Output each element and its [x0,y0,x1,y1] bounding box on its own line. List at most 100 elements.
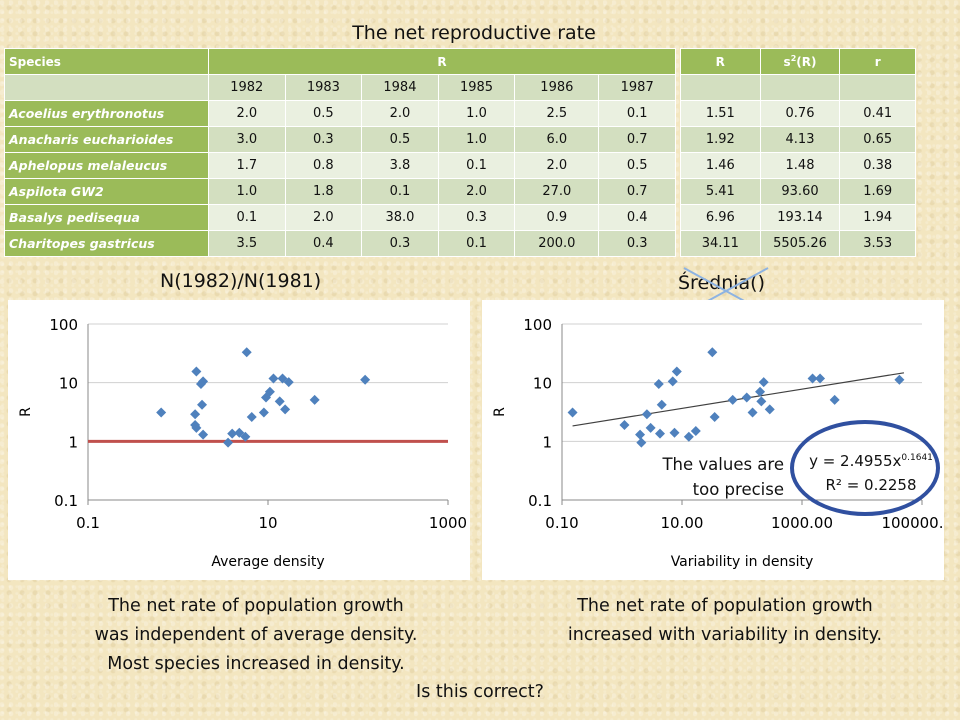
y-tick-label: 100 [49,316,78,334]
year-header: 1986 [514,74,600,101]
value-cell: 1.0 [437,126,516,153]
data-point [756,396,767,407]
table-row: 34.11 5505.26 3.53 [680,230,916,257]
data-point [747,407,758,418]
data-point [241,347,252,358]
stat-cell: 0.38 [839,152,916,179]
question-text: Is this correct? [416,682,544,702]
statistics-table: R s2(R) r 1.51 0.76 0.41 1.92 4.13 0.65 1.46 1.… [680,48,916,257]
value-cell: 0.3 [437,204,516,231]
stat-cell: 4.13 [759,126,841,153]
data-point [264,386,275,397]
species-cell: Anacharis eucharioides [4,126,209,153]
data-point [645,422,656,433]
data-point [641,409,652,420]
data-point [191,366,202,377]
value-cell: 0.1 [437,230,516,257]
species-cell: Charitopes gastricus [4,230,209,257]
data-point [636,437,647,448]
data-point [656,399,667,410]
year-header: 1984 [361,74,439,101]
value-cell: 1.7 [208,152,286,179]
reproductive-rate-table: Species R 1982 1983 1984 1985 1986 1987 … [4,48,676,257]
y-tick-label: 100 [523,316,552,334]
r-coefficient-header: r [839,48,916,75]
value-cell: 2.0 [361,100,439,127]
value-cell: 0.4 [284,230,363,257]
value-cell: 2.0 [514,152,600,179]
stat-cell: 1.94 [839,204,916,231]
data-point [709,411,720,422]
table-row: Anacharis eucharioides 3.0 0.3 0.5 1.0 6.0 0.7 [4,126,676,153]
year-header: 1985 [437,74,516,101]
stat-cell: 6.96 [680,204,761,231]
value-cell: 3.0 [208,126,286,153]
data-point [741,392,752,403]
data-point [655,428,666,439]
data-point [234,427,245,438]
r-header: R [208,48,676,75]
stat-cell: 5.41 [680,178,761,205]
data-point [190,409,201,420]
table-row: Aspilota GW2 1.0 1.8 0.1 2.0 27.0 0.7 [4,178,676,205]
table-row: 1.51 0.76 0.41 [680,100,916,127]
data-point [764,404,775,415]
mean-r-header: R [680,48,761,75]
data-point [619,419,630,430]
x-axis-label: Variability in density [671,554,814,570]
blank-cell [4,74,209,101]
trendline [572,372,905,427]
table-row: 1.92 4.13 0.65 [680,126,916,153]
data-point [807,373,818,384]
species-cell: Aphelopus melaleucus [4,152,209,179]
page-title: The net reproductive rate [352,22,596,44]
caption-left: The net rate of population growth was in… [94,596,418,674]
data-point [707,347,718,358]
value-cell: 0.1 [598,100,676,127]
y-tick-label: 1 [68,433,78,451]
table-body: 1.51 0.76 0.41 1.92 4.13 0.65 1.46 1.48 0.38 5.41… [680,100,916,257]
data-point [198,429,209,440]
data-point [815,373,826,384]
value-cell: 0.3 [598,230,676,257]
caption-right: The net rate of population growth increa… [567,596,883,645]
table-row: Charitopes gastricus 3.5 0.4 0.3 0.1 200.0 0.3 [4,230,676,257]
x-tick-label: 10.00 [661,514,704,532]
data-point [653,378,664,389]
data-point [246,411,257,422]
species-header: Species [4,48,209,75]
data-point [240,431,251,442]
data-point [683,431,694,442]
data-point [829,394,840,405]
value-cell: 0.7 [598,126,676,153]
value-cell: 2.5 [514,100,600,127]
x-tick-label: 1000.00 [771,514,833,532]
value-cell: 6.0 [514,126,600,153]
year-header: 1982 [208,74,286,101]
x-tick-label: 100000.00 [881,514,944,532]
data-point [567,407,578,418]
stat-cell: 1.51 [680,100,761,127]
value-cell: 0.1 [361,178,439,205]
y-axis-label: R [18,407,34,417]
value-cell: 0.5 [361,126,439,153]
y-tick-label: 1 [542,433,552,451]
data-point [727,394,738,405]
trendline-equation: y = 2.4955x0.1641 R² = 0.2258 [809,452,933,494]
y-tick-label: 0.1 [54,492,78,510]
stat-cell: 0.41 [839,100,916,127]
stat-cell: 5505.26 [759,230,841,257]
data-point [669,427,680,438]
y-axis-label: R [492,407,508,417]
data-point [191,422,202,433]
table-row: Aphelopus melaleucus 1.7 0.8 3.8 0.1 2.0 0.5 [4,152,676,179]
table-body: Acoelius erythronotus 2.0 0.5 2.0 1.0 2.5 0.1 A… [4,100,676,257]
table-row: 1.46 1.48 0.38 [680,152,916,179]
data-point [690,426,701,437]
value-cell: 2.0 [284,204,363,231]
chart-svg: 0.1 1 10 100 0.10 10.00 1000.00 100000.00 Variab… [492,316,960,570]
blank-cell [839,74,916,101]
stat-cell: 1.92 [680,126,761,153]
x-tick-label: 10 [258,514,277,532]
value-cell: 0.5 [598,152,676,179]
